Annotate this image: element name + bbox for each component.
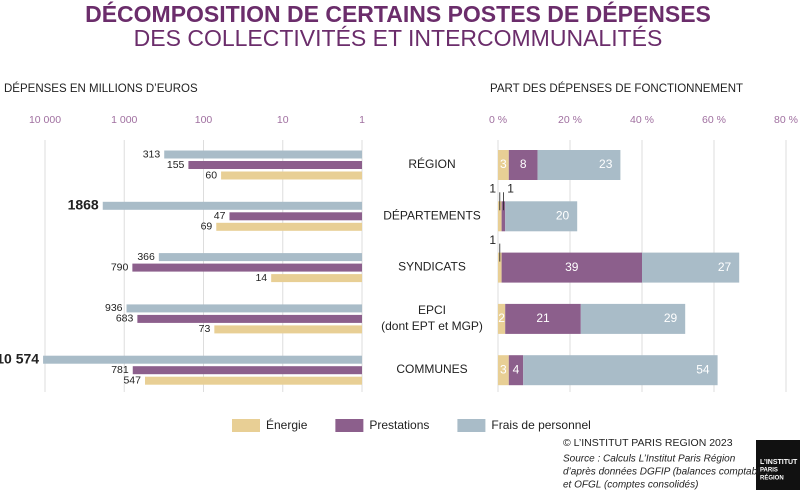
- bar: [126, 304, 362, 313]
- legend-swatch: [232, 419, 260, 432]
- value-label: 2: [498, 311, 505, 325]
- value-label: 27: [718, 260, 732, 274]
- bar: [271, 274, 362, 283]
- x-tick-label: 10 000: [29, 114, 61, 126]
- value-label: 366: [137, 251, 155, 263]
- bar-segment: [498, 303, 506, 334]
- bar: [132, 263, 362, 272]
- value-label: 54: [696, 362, 710, 376]
- value-label: 3: [500, 157, 507, 171]
- bar: [145, 376, 362, 385]
- x-tick-label: 100: [195, 114, 213, 126]
- logo: [756, 440, 800, 490]
- bar: [188, 161, 362, 169]
- value-label: 3: [500, 362, 507, 376]
- value-label: 39: [565, 260, 579, 274]
- bar-segment: [505, 303, 581, 334]
- bar: [102, 201, 363, 210]
- bar-segment: [498, 150, 509, 180]
- value-label: 683: [116, 313, 134, 325]
- legend-label: Prestations: [369, 418, 429, 432]
- value-label: 790: [111, 261, 129, 273]
- chart-subtitle: DES COLLECTIVITÉS ET INTERCOMMUNALITÉS: [134, 25, 663, 51]
- bar-segment: [498, 355, 509, 386]
- x-tick-label: 20 %: [558, 114, 582, 126]
- value-label: 8: [520, 157, 527, 171]
- legend-swatch: [335, 419, 364, 432]
- bar: [216, 222, 362, 231]
- axis-title: DÉPENSES EN MILLIONS D’EUROS: [4, 82, 198, 95]
- source: Source : Calculs L’Institut Paris Région: [563, 454, 736, 465]
- value-label: 10 574: [0, 350, 39, 366]
- bar: [214, 325, 362, 334]
- x-tick-label: 1: [359, 114, 365, 126]
- category-label: RÉGION: [408, 156, 455, 171]
- category-label: DÉPARTEMENTS: [383, 207, 481, 222]
- value-label: 1: [489, 181, 496, 195]
- bar-segment: [580, 303, 686, 334]
- value-label: 21: [536, 311, 550, 325]
- value-label: 1868: [68, 197, 99, 213]
- value-label: 14: [255, 272, 267, 284]
- x-tick-label: 0 %: [489, 114, 507, 126]
- legend-label: Énergie: [266, 417, 308, 432]
- bar: [43, 355, 362, 364]
- source: et OFGL (comptes consolidés): [563, 480, 698, 490]
- bar-segment: [501, 201, 506, 232]
- copyright: © L’INSTITUT PARIS REGION 2023: [563, 437, 733, 449]
- bar: [221, 171, 362, 180]
- value-label: 69: [201, 221, 213, 233]
- value-label: 60: [205, 169, 217, 181]
- value-label: 4: [513, 362, 520, 376]
- bar-segment: [642, 252, 740, 283]
- legend-swatch: [457, 419, 486, 432]
- value-label: 936: [105, 302, 123, 314]
- value-label: 313: [143, 148, 161, 160]
- value-label: 23: [599, 157, 613, 171]
- bar-segment: [498, 252, 502, 283]
- value-label: 73: [199, 323, 211, 335]
- chart-title: DÉCOMPOSITION DE CERTAINS POSTES DE DÉPE…: [85, 0, 711, 27]
- bar: [137, 314, 362, 323]
- logo-text: PARIS: [760, 468, 778, 474]
- value-label: 1: [489, 233, 496, 247]
- value-label: 547: [123, 374, 141, 386]
- bar-segment: [508, 355, 524, 386]
- bar-segment: [508, 150, 538, 180]
- bar: [132, 366, 362, 375]
- bar-segment: [498, 201, 502, 232]
- x-tick-label: 80 %: [774, 114, 798, 126]
- value-label: 47: [214, 210, 226, 222]
- logo-text: L’INSTITUT: [760, 459, 798, 466]
- x-tick-label: 1 000: [111, 114, 137, 126]
- bar: [158, 253, 362, 262]
- bar-segment: [537, 150, 621, 180]
- x-tick-label: 40 %: [630, 114, 654, 126]
- x-tick-label: 10: [277, 114, 289, 126]
- category-label: EPCI (dont EPT et MGP): [381, 303, 483, 333]
- bar-segment: [505, 201, 578, 232]
- bar-segment: [501, 252, 642, 283]
- value-label: 29: [664, 311, 678, 325]
- bar: [164, 150, 362, 159]
- source: d’après données DGFIP (balances comptabl…: [563, 467, 773, 478]
- bar: [229, 212, 362, 221]
- legend-label: Frais de personnel: [491, 418, 590, 432]
- axis-title: PART DES DÉPENSES DE FONCTIONNEMENT: [490, 82, 743, 95]
- value-label: 1: [507, 181, 514, 195]
- value-label: 155: [167, 159, 185, 171]
- value-label: 781: [111, 364, 129, 376]
- logo-text: RÉGION: [760, 474, 784, 482]
- category-label: SYNDICATS: [398, 260, 466, 274]
- bar-segment: [523, 355, 718, 386]
- value-label: 20: [556, 208, 570, 222]
- x-tick-label: 60 %: [702, 114, 726, 126]
- category-label: COMMUNES: [396, 362, 467, 376]
